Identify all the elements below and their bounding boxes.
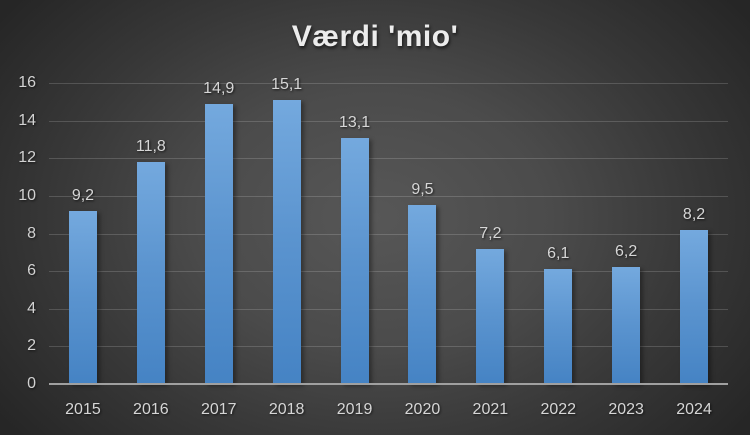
x-category-label-2015: 2015 bbox=[65, 401, 101, 418]
gridline bbox=[49, 346, 728, 348]
x-category-label-2021: 2021 bbox=[472, 401, 509, 418]
y-tick-label: 14 bbox=[18, 111, 36, 129]
x-category-label-2022: 2022 bbox=[540, 401, 577, 418]
gridline bbox=[49, 195, 728, 197]
y-tick-label: 8 bbox=[27, 224, 36, 242]
x-axis-line bbox=[49, 383, 728, 385]
bar-value-label-2015: 9,2 bbox=[71, 186, 95, 204]
y-tick-label: 0 bbox=[27, 375, 36, 392]
x-category-label-2019: 2019 bbox=[336, 401, 373, 418]
bar-value-label-2018: 15,1 bbox=[271, 75, 303, 93]
bar-2021 bbox=[476, 248, 505, 384]
bar-2019 bbox=[340, 137, 369, 384]
gridline bbox=[49, 120, 728, 122]
x-category-label-2023: 2023 bbox=[608, 401, 644, 418]
y-tick-label: 4 bbox=[27, 299, 36, 317]
x-category-label-2020: 2020 bbox=[404, 401, 441, 418]
bar-2024 bbox=[680, 229, 709, 384]
bar-2017 bbox=[204, 103, 233, 384]
bar-value-label-2020: 9,5 bbox=[411, 181, 434, 199]
gridline bbox=[49, 271, 728, 273]
y-tick-label: 2 bbox=[27, 337, 36, 355]
bar-value-label-2024: 8,2 bbox=[682, 205, 706, 223]
plot-area bbox=[49, 83, 728, 385]
x-category-label-2018: 2018 bbox=[268, 401, 305, 418]
gridline bbox=[49, 158, 728, 160]
y-tick-label: 10 bbox=[18, 186, 36, 204]
bar-2016 bbox=[136, 162, 165, 384]
gridline bbox=[49, 83, 728, 84]
x-category-label-2016: 2016 bbox=[133, 401, 169, 418]
bar-2022 bbox=[544, 269, 573, 384]
bar-2018 bbox=[272, 99, 301, 384]
bar-value-label-2022: 6,1 bbox=[547, 245, 570, 263]
bar-2020 bbox=[408, 205, 437, 384]
chart-title: Værdi 'mio' bbox=[291, 20, 459, 53]
bar-value-label-2019: 13,1 bbox=[338, 113, 371, 131]
bar-value-label-2017: 14,9 bbox=[203, 79, 235, 97]
y-tick-label: 16 bbox=[18, 74, 36, 91]
bar-value-label-2016: 11,8 bbox=[135, 138, 166, 155]
gridline bbox=[49, 308, 728, 310]
bar-value-label-2023: 6,2 bbox=[615, 243, 638, 261]
y-tick-label: 12 bbox=[18, 149, 36, 167]
bar-value-label-2021: 7,2 bbox=[479, 224, 502, 242]
bar-2015 bbox=[68, 210, 97, 384]
bar-2023 bbox=[612, 267, 641, 384]
gridline bbox=[49, 233, 728, 235]
x-category-label-2017: 2017 bbox=[200, 401, 237, 418]
y-tick-label: 6 bbox=[27, 262, 36, 280]
x-category-label-2024: 2024 bbox=[676, 401, 712, 418]
